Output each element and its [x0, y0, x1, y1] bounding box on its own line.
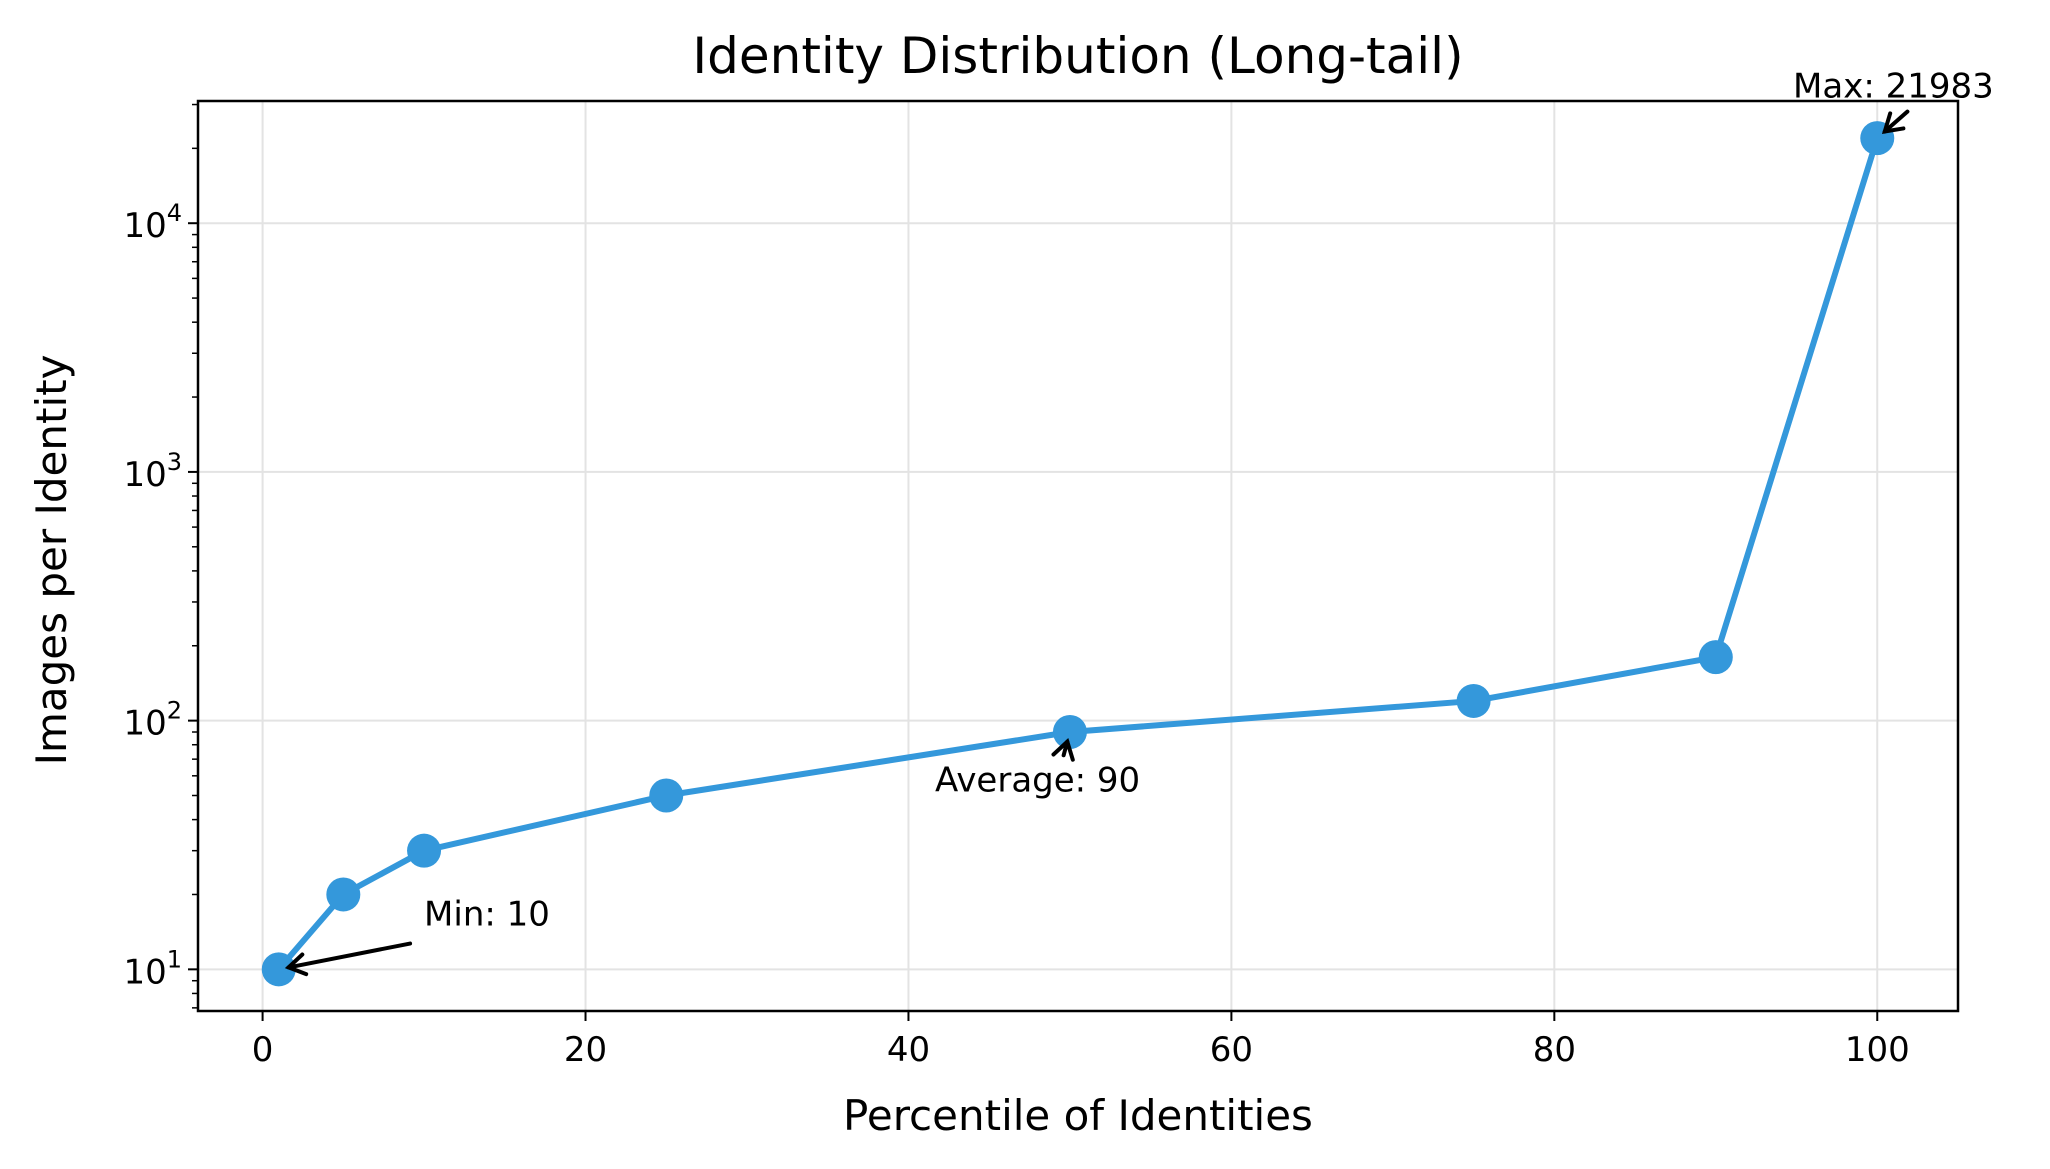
data-point [649, 778, 684, 813]
series-layer [261, 121, 1895, 987]
y-tick-label: 104 [123, 199, 182, 246]
annotation-label: Average: 90 [935, 760, 1140, 800]
y-tick-label: 101 [123, 945, 182, 992]
annotation-arrow [286, 941, 413, 970]
plot-frame [196, 99, 1960, 1013]
annotation-label: Min: 10 [424, 895, 550, 935]
y-tick-label: 103 [123, 448, 182, 495]
chart-title: Identity Distribution (Long-tail) [692, 27, 1463, 85]
x-tick-label: 80 [1533, 1030, 1576, 1070]
axes: 0 20 40 60 80 100 101 102 103 104 [123, 99, 1960, 1070]
x-tick-label: 40 [887, 1030, 930, 1070]
series-line [276, 137, 1881, 972]
annotation-arrowhead [284, 952, 309, 977]
x-tick-label: 0 [252, 1030, 274, 1070]
data-point [326, 877, 361, 912]
y-tick-label: 102 [123, 697, 182, 744]
x-tick-label: 20 [564, 1030, 607, 1070]
data-point [261, 952, 296, 987]
x-axis-title: Percentile of Identities [843, 1091, 1313, 1140]
data-point [407, 833, 442, 868]
x-tick-label: 60 [1210, 1030, 1253, 1070]
data-point [1052, 715, 1087, 750]
annotation-arrowhead [1881, 111, 1906, 135]
x-tick-label: 100 [1845, 1030, 1910, 1070]
annotation-arrowhead [1051, 738, 1075, 762]
data-point [1698, 640, 1733, 675]
grid [198, 101, 1958, 1011]
annotation-arrow [1882, 109, 1910, 134]
y-axis-title: Images per Identity [27, 355, 76, 766]
data-point [1456, 683, 1491, 718]
